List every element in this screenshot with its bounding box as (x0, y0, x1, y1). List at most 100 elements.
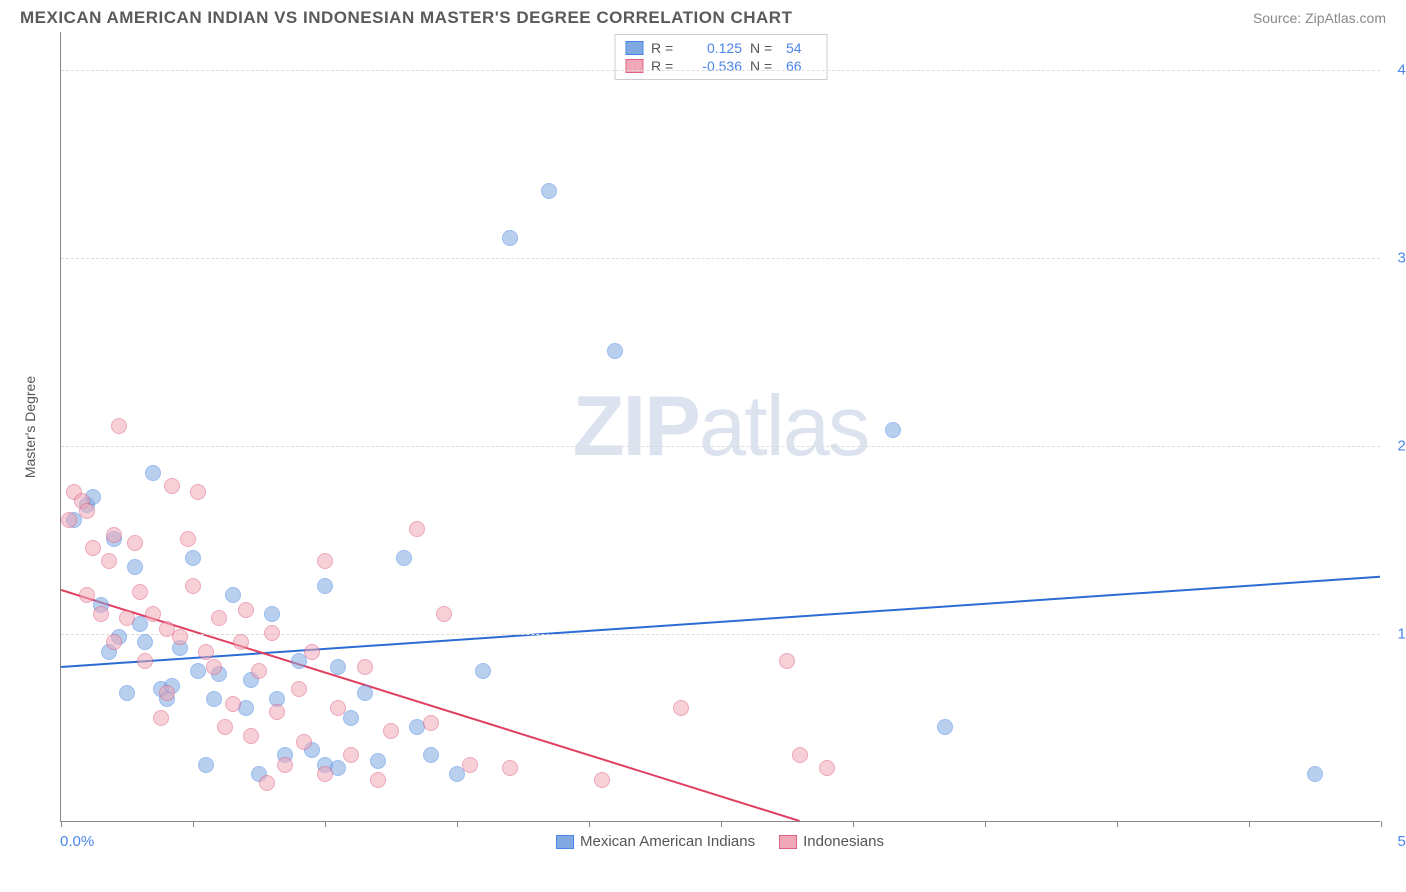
data-point (436, 606, 452, 622)
legend-swatch (625, 59, 643, 73)
data-point (206, 691, 222, 707)
data-point (502, 230, 518, 246)
series-legend: Mexican American Indians Indonesians (556, 833, 884, 850)
legend-swatch (625, 41, 643, 55)
data-point (106, 634, 122, 650)
data-point (137, 634, 153, 650)
legend-item: Indonesians (779, 833, 884, 850)
data-point (792, 747, 808, 763)
data-point (330, 659, 346, 675)
x-tick (325, 821, 326, 827)
data-point (317, 553, 333, 569)
y-tick-label: 30.0% (1397, 249, 1406, 266)
legend-swatch (779, 835, 797, 849)
legend-stat-row: R = -0.536 N = 66 (625, 57, 816, 75)
data-point (190, 484, 206, 500)
data-point (779, 653, 795, 669)
chart-container: Master's Degree ZIPatlas R =0.125N =54R … (20, 32, 1386, 822)
data-point (243, 728, 259, 744)
legend-item: Mexican American Indians (556, 833, 755, 850)
r-value: -0.536 (687, 58, 742, 74)
data-point (85, 540, 101, 556)
data-point (145, 606, 161, 622)
data-point (172, 629, 188, 645)
x-tick (721, 821, 722, 827)
r-value: 0.125 (687, 40, 742, 56)
data-point (541, 183, 557, 199)
data-point (119, 610, 135, 626)
scatter-plot: ZIPatlas R =0.125N =54R =-0.536N =66 10.… (60, 32, 1380, 822)
data-point (61, 512, 77, 528)
x-tick (61, 821, 62, 827)
n-label: N = (750, 58, 778, 74)
data-point (673, 700, 689, 716)
correlation-legend: R = 0.125 N = 54 R = -0.536 N = 66 (614, 34, 827, 80)
source-attribution: Source: ZipAtlas.com (1253, 10, 1386, 26)
data-point (264, 625, 280, 641)
n-value: 66 (786, 58, 816, 74)
data-point (304, 644, 320, 660)
data-point (343, 710, 359, 726)
gridline (61, 634, 1380, 635)
data-point (185, 550, 201, 566)
x-axis-max-label: 50.0% (1397, 833, 1406, 850)
data-point (937, 719, 953, 735)
plot-area: Master's Degree ZIPatlas R =0.125N =54R … (60, 32, 1380, 822)
data-point (409, 521, 425, 537)
r-label: R = (651, 40, 679, 56)
data-point (819, 760, 835, 776)
r-label: R = (651, 58, 679, 74)
data-point (370, 772, 386, 788)
trend-lines-svg (61, 32, 1380, 821)
data-point (111, 418, 127, 434)
data-point (607, 343, 623, 359)
data-point (106, 527, 122, 543)
data-point (101, 553, 117, 569)
legend-label: Indonesians (803, 833, 884, 850)
data-point (185, 578, 201, 594)
data-point (132, 584, 148, 600)
data-point (259, 775, 275, 791)
n-label: N = (750, 40, 778, 56)
watermark: ZIPatlas (573, 378, 869, 476)
data-point (145, 465, 161, 481)
data-point (180, 531, 196, 547)
data-point (225, 696, 241, 712)
x-tick (589, 821, 590, 827)
n-value: 54 (786, 40, 816, 56)
data-point (79, 503, 95, 519)
trend-line (61, 577, 1380, 667)
chart-title: MEXICAN AMERICAN INDIAN VS INDONESIAN MA… (20, 8, 792, 28)
data-point (127, 535, 143, 551)
data-point (225, 587, 241, 603)
x-tick (985, 821, 986, 827)
data-point (396, 550, 412, 566)
gridline (61, 258, 1380, 259)
data-point (291, 681, 307, 697)
data-point (198, 757, 214, 773)
data-point (317, 766, 333, 782)
data-point (330, 700, 346, 716)
data-point (594, 772, 610, 788)
legend-stat-row: R = 0.125 N = 54 (625, 39, 816, 57)
data-point (137, 653, 153, 669)
data-point (317, 578, 333, 594)
x-tick (457, 821, 458, 827)
data-point (93, 606, 109, 622)
data-point (206, 659, 222, 675)
data-point (343, 747, 359, 763)
data-point (462, 757, 478, 773)
data-point (357, 659, 373, 675)
data-point (79, 587, 95, 603)
x-tick (853, 821, 854, 827)
data-point (153, 710, 169, 726)
data-point (164, 478, 180, 494)
data-point (423, 715, 439, 731)
legend-label: Mexican American Indians (580, 833, 755, 850)
data-point (370, 753, 386, 769)
data-point (217, 719, 233, 735)
data-point (502, 760, 518, 776)
data-point (159, 685, 175, 701)
x-axis-min-label: 0.0% (60, 833, 94, 850)
data-point (423, 747, 439, 763)
